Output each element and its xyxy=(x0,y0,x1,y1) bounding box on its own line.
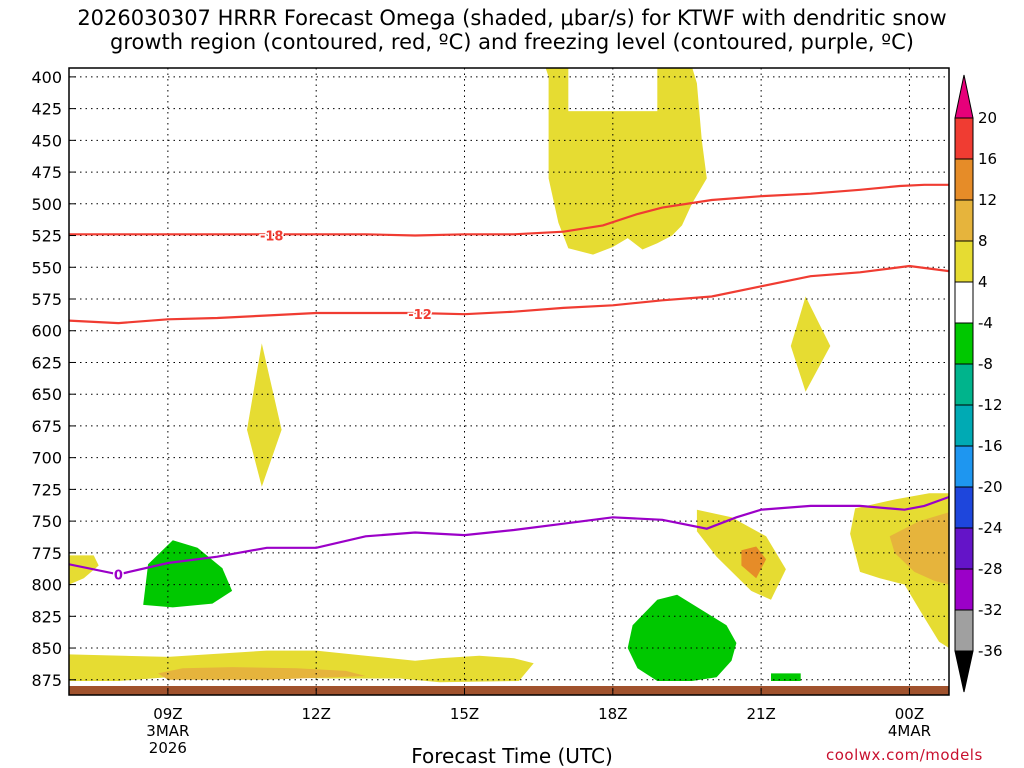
y-tick-750: 750 xyxy=(31,512,62,531)
colorbar-swatch-0 xyxy=(954,117,974,160)
y-tick-775: 775 xyxy=(31,544,62,563)
colorbar-swatch-2 xyxy=(954,199,974,242)
x-tick-15Z: 15Z xyxy=(450,705,479,723)
omega-shading xyxy=(69,68,949,683)
colorbar-swatch-9 xyxy=(954,486,974,529)
omega-region-5 xyxy=(889,512,949,585)
y-tick-675: 675 xyxy=(31,417,62,436)
x-tick-18Z: 18Z xyxy=(598,705,627,723)
y-tick-800: 800 xyxy=(31,576,62,595)
x-tick-12Z: 12Z xyxy=(302,705,331,723)
colorbar-top-arrow xyxy=(954,74,974,119)
y-tick-700: 700 xyxy=(31,449,62,468)
colorbar-swatch-11 xyxy=(954,568,974,611)
grid-lines xyxy=(69,68,949,695)
contour-label-1: -12 xyxy=(408,308,432,323)
colorbar-swatch-4 xyxy=(954,281,974,324)
x-tick-21Z: 21Z xyxy=(746,705,775,723)
plot-frame xyxy=(68,67,950,696)
colorbar-swatch-6 xyxy=(954,363,974,406)
y-tick-825: 825 xyxy=(31,607,62,626)
colorbar-label-9: -20 xyxy=(978,478,1003,496)
contour-line-1 xyxy=(69,264,949,325)
colorbar-label-12: -32 xyxy=(978,601,1003,619)
colorbar-label-1: 16 xyxy=(978,150,997,168)
contour-line-2 xyxy=(69,495,949,576)
colorbar-swatch-3 xyxy=(954,240,974,283)
colorbar-label-6: -8 xyxy=(978,355,993,373)
title-line-2: growth region (contoured, red, ºC) and f… xyxy=(110,30,914,54)
colorbar-swatch-8 xyxy=(954,445,974,488)
omega-region-10 xyxy=(143,540,233,608)
y-tick-575: 575 xyxy=(31,290,62,309)
colorbar-label-8: -16 xyxy=(978,437,1003,455)
contour-lines: -18 -12 0 xyxy=(69,183,949,585)
x-tick-year-09Z: 2026 xyxy=(149,739,187,757)
colorbar-swatch-7 xyxy=(954,404,974,447)
omega-region-9 xyxy=(69,555,99,585)
contour-line-0 xyxy=(69,183,949,237)
y-axis: 400 425 450 475 500 525 550 575 600 625 650 675 700 7… xyxy=(31,68,76,690)
colorbar-label-5: -4 xyxy=(978,314,993,332)
y-tick-850: 850 xyxy=(31,639,62,658)
x-axis-label: Forecast Time (UTC) xyxy=(411,744,613,768)
colorbar-swatch-12 xyxy=(954,609,974,652)
omega-gap xyxy=(568,68,658,112)
y-tick-500: 500 xyxy=(31,195,62,214)
x-tick-00Z: 00Z xyxy=(895,705,924,723)
y-tick-475: 475 xyxy=(31,163,62,182)
y-tick-425: 425 xyxy=(31,100,62,119)
colorbar-label-11: -28 xyxy=(978,560,1003,578)
x-tick-date-00Z: 4MAR xyxy=(888,722,931,740)
y-tick-400: 400 xyxy=(31,68,62,87)
y-tick-625: 625 xyxy=(31,353,62,372)
colorbar-label-0: 20 xyxy=(978,109,997,127)
colorbar-label-10: -24 xyxy=(978,519,1003,537)
colorbar-label-13: -36 xyxy=(978,642,1003,660)
y-tick-650: 650 xyxy=(31,385,62,404)
colorbar-bottom-arrow xyxy=(954,650,974,693)
y-tick-600: 600 xyxy=(31,322,62,341)
y-tick-725: 725 xyxy=(31,480,62,499)
colorbar-label-3: 8 xyxy=(978,232,988,250)
omega-region-2 xyxy=(790,296,831,392)
colorbar-swatch-10 xyxy=(954,527,974,570)
omega-region-8 xyxy=(158,667,366,680)
omega-region-6 xyxy=(741,546,767,579)
x-tick-09Z: 09Z xyxy=(153,705,182,723)
y-tick-550: 550 xyxy=(31,258,62,277)
chart-title: 2026030307 HRRR Forecast Omega (shaded, … xyxy=(0,6,1024,54)
colorbar: 20 16 12 8 4 -4 -8 -12 -16 -20 -24 -28 -32 -36 xyxy=(954,74,1003,693)
omega-region-1 xyxy=(247,343,282,487)
colorbar-label-7: -12 xyxy=(978,396,1003,414)
colorbar-label-4: 4 xyxy=(978,273,988,291)
contour-label-2: 0 xyxy=(114,568,123,583)
ground-bar xyxy=(69,686,949,695)
colorbar-swatch-1 xyxy=(954,158,974,201)
y-tick-525: 525 xyxy=(31,227,62,246)
colorbar-label-2: 12 xyxy=(978,191,997,209)
y-tick-450: 450 xyxy=(31,131,62,150)
omega-region-12 xyxy=(771,673,801,681)
colorbar-swatch-5 xyxy=(954,322,974,365)
credit-text: coolwx.com/models xyxy=(826,746,983,764)
contour-label-0: -18 xyxy=(260,230,284,245)
omega-region-11 xyxy=(627,594,737,681)
y-tick-875: 875 xyxy=(31,671,62,690)
x-tick-date-09Z: 3MAR xyxy=(146,722,189,740)
title-line-1: 2026030307 HRRR Forecast Omega (shaded, … xyxy=(77,6,947,30)
